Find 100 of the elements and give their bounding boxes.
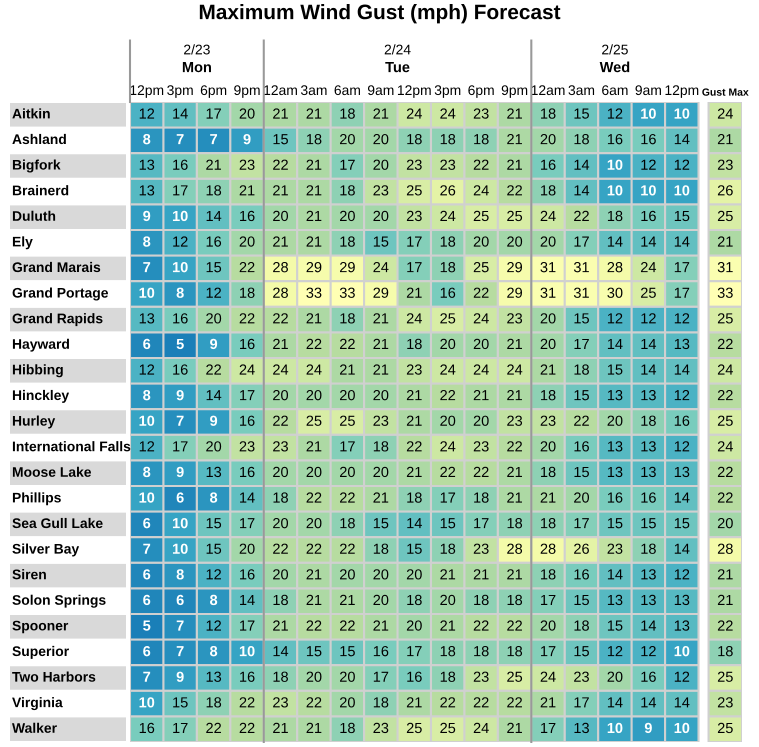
data-label: 22	[718, 390, 733, 400]
data-label: 29	[340, 262, 355, 272]
data-label: 21	[373, 364, 388, 375]
data-label: 22	[507, 441, 522, 452]
data-label: 25	[718, 672, 733, 682]
data-label: 21	[306, 210, 322, 221]
text: Tue	[385, 62, 410, 72]
data-label: 21	[373, 108, 388, 119]
data-label: 18	[474, 594, 489, 606]
data-label: 18	[541, 108, 556, 119]
x-tick-label: 9pm	[234, 85, 260, 98]
data-label: 24	[273, 364, 288, 375]
data-label: 20	[273, 210, 288, 222]
data-label: 6	[143, 338, 150, 350]
data-label: 29	[373, 288, 388, 298]
data-label: 20	[340, 569, 355, 580]
data-label: 25	[306, 416, 322, 426]
data-label: 22	[474, 466, 489, 477]
data-label: 21	[406, 390, 422, 400]
data-label: 22	[306, 697, 322, 708]
x-tick-label: 3am	[568, 85, 594, 96]
data-label: 21	[406, 697, 422, 708]
data-label: 9	[244, 134, 251, 144]
data-label: 18	[541, 569, 556, 580]
data-label: 17	[541, 722, 556, 733]
data-label: 21	[474, 569, 489, 580]
y-tick-label: Ely	[12, 236, 33, 250]
data-label: 12	[674, 441, 690, 452]
data-label: 14	[674, 544, 690, 554]
data-label: 18	[474, 134, 489, 144]
x-tick-label: 3pm	[167, 85, 193, 98]
data-label: 21	[306, 313, 322, 324]
data-label: 14	[674, 364, 690, 375]
y-tick-label: Moose Lake	[12, 466, 92, 477]
data-label: 20	[440, 416, 456, 426]
data-label: 6	[143, 518, 150, 528]
data-label: 21	[373, 492, 388, 503]
data-label: 9	[210, 416, 218, 426]
data-label: 22	[507, 185, 522, 196]
data-label: 18	[541, 390, 556, 400]
data-label: 20	[206, 313, 222, 324]
y-tick-label: Grand Rapids	[12, 313, 102, 326]
data-label: 28	[507, 544, 522, 554]
data-label: 13	[206, 672, 222, 682]
data-label: 17	[574, 236, 589, 247]
data-label: 14	[608, 697, 623, 708]
data-label: 25	[507, 210, 522, 222]
data-label: 8	[143, 390, 150, 400]
data-label: 22	[306, 544, 322, 554]
data-label: 24	[474, 364, 489, 375]
data-label: 23	[273, 697, 288, 708]
data-label: 25	[718, 416, 733, 426]
data-label: 9	[176, 466, 184, 478]
data-label: 14	[674, 492, 690, 503]
data-label: 20	[206, 441, 222, 452]
data-label: 33	[718, 288, 733, 298]
data-label: 16	[641, 492, 656, 503]
data-label: 13	[206, 466, 222, 478]
data-label: 6	[176, 492, 184, 503]
data-label: 22	[718, 492, 733, 503]
data-label: 16	[240, 210, 255, 222]
data-label: 20	[340, 390, 355, 400]
data-label: 29	[306, 262, 322, 272]
data-label: 21	[406, 288, 422, 298]
data-label: 18	[440, 236, 456, 247]
data-label: 23	[718, 160, 733, 170]
data-label: 14	[240, 492, 255, 503]
data-label: 6	[143, 646, 150, 656]
data-label: 21	[540, 492, 556, 503]
data-label: 21	[240, 185, 254, 196]
data-label: 23	[608, 544, 622, 554]
data-label: 28	[273, 288, 288, 298]
y-tick-label: Phillips	[12, 492, 61, 506]
data-label: 8	[143, 236, 150, 247]
data-label: 15	[440, 518, 456, 528]
data-label: 24	[718, 364, 733, 375]
data-label: 18	[574, 364, 589, 375]
data-label: 13	[574, 722, 589, 734]
data-label: 15	[674, 518, 690, 528]
x-tick-label: 6pm	[200, 85, 226, 98]
data-label: 17	[407, 262, 422, 272]
data-label: 23	[440, 160, 456, 170]
data-label: 25	[718, 210, 733, 222]
text: 2/25	[602, 44, 628, 54]
data-label: 12	[608, 108, 622, 119]
data-label: 18	[340, 722, 355, 734]
data-label: 10	[608, 185, 622, 196]
data-label: 22	[340, 544, 355, 554]
data-label: 21	[306, 108, 322, 119]
data-label: 21	[306, 185, 322, 196]
data-label: 20	[273, 518, 288, 528]
y-tick-label: Hayward	[12, 338, 69, 352]
data-label: 17	[407, 646, 422, 656]
data-label: 24	[440, 210, 456, 221]
data-label: 7	[176, 646, 184, 656]
data-label: 15	[374, 236, 388, 247]
data-label: 12	[608, 646, 622, 656]
data-label: 23	[540, 416, 556, 426]
data-label: 14	[173, 108, 188, 119]
data-label: 20	[540, 134, 556, 144]
